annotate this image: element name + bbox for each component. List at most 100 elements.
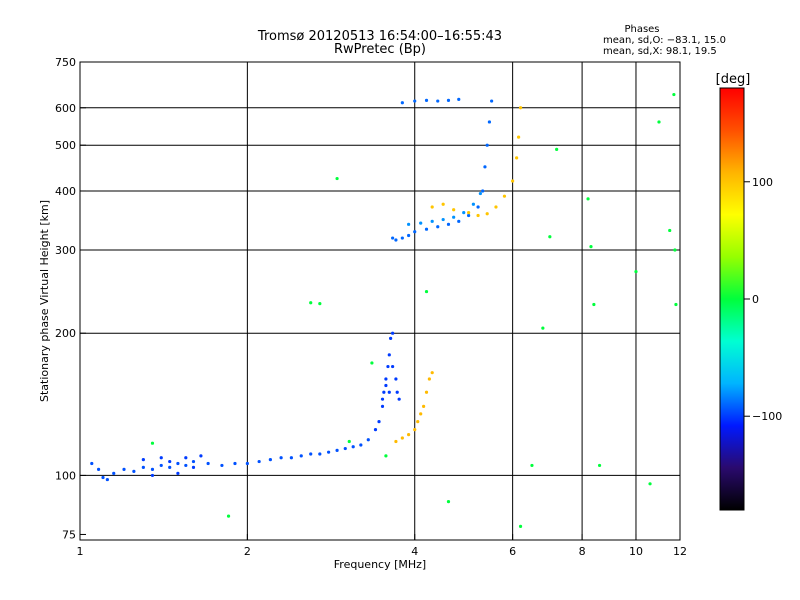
y-tick-label: 75 [62, 528, 76, 541]
x-axis-label: Frequency [MHz] [334, 558, 426, 571]
data-point [233, 461, 237, 466]
data-point [150, 441, 155, 445]
y-tick-label: 100 [55, 469, 76, 482]
data-point [122, 467, 126, 471]
data-point [141, 458, 145, 462]
data-point [184, 463, 188, 468]
x-tick-label: 12 [673, 545, 687, 558]
data-point [351, 445, 355, 449]
data-point [446, 98, 451, 102]
y-axis-label: Stationary phase Virtual Height [km] [38, 200, 51, 402]
y-tick-label: 400 [55, 185, 76, 198]
x-tick-label: 4 [411, 545, 418, 558]
data-point [483, 165, 487, 169]
phases-heading: Phases [624, 24, 659, 35]
data-point [327, 450, 331, 454]
data-point [430, 205, 434, 209]
data-point [384, 377, 388, 381]
data-point [541, 326, 545, 330]
x-tick-label: 1 [77, 545, 84, 558]
data-point [481, 189, 485, 193]
data-point [446, 500, 451, 504]
y-tick-label: 300 [55, 244, 76, 257]
data-point [373, 428, 378, 432]
data-point [457, 219, 461, 223]
data-point [467, 213, 471, 218]
data-point [168, 459, 172, 464]
colorbar-title: [deg] [716, 72, 751, 87]
data-point [502, 194, 507, 198]
data-point [366, 438, 370, 442]
colorbar [719, 87, 745, 511]
data-point [441, 202, 445, 206]
data-point [382, 390, 386, 394]
data-point [96, 467, 101, 471]
data-point [511, 179, 515, 183]
data-point [548, 235, 552, 239]
data-point [391, 331, 395, 335]
data-point [391, 364, 395, 369]
data-point [359, 443, 363, 447]
y-tick-label: 750 [55, 56, 76, 69]
data-point [471, 202, 475, 206]
data-point [105, 477, 109, 482]
data-point [476, 213, 480, 218]
data-point [112, 471, 116, 475]
data-point [516, 135, 521, 139]
data-point [347, 439, 351, 444]
data-point [424, 289, 429, 294]
data-point [184, 456, 188, 460]
data-point [387, 390, 391, 394]
data-point [487, 120, 492, 124]
data-point [589, 245, 593, 249]
data-point [586, 197, 590, 201]
data-point [467, 210, 471, 215]
chart-title: Tromsø 20120513 16:54:00–16:55:43 [257, 29, 502, 44]
data-point [394, 439, 398, 444]
data-point [150, 467, 155, 471]
x-tick-label: 8 [579, 545, 586, 558]
data-point [168, 465, 172, 469]
data-point [494, 205, 498, 209]
colorbar-tick-label: −100 [752, 410, 782, 423]
y-tick-label: 200 [55, 327, 76, 340]
data-point [485, 143, 489, 147]
data-point [648, 482, 652, 486]
data-points [90, 92, 678, 529]
data-point [150, 473, 155, 478]
data-point [427, 377, 431, 381]
data-point [419, 412, 423, 416]
data-point [387, 353, 391, 357]
data-point [424, 390, 429, 394]
data-point [159, 463, 163, 468]
data-point [462, 210, 466, 215]
data-point [518, 524, 523, 529]
data-point [478, 191, 482, 196]
data-point [485, 212, 489, 216]
y-tick-label: 500 [55, 139, 76, 152]
data-point [335, 176, 339, 181]
data-point [407, 222, 411, 226]
data-point [515, 156, 519, 160]
data-point [176, 461, 180, 466]
data-point [634, 270, 638, 274]
data-point [220, 463, 224, 468]
data-point [400, 236, 404, 240]
data-point [413, 230, 417, 234]
data-point [199, 454, 203, 458]
data-point [424, 98, 429, 102]
data-point [668, 228, 672, 233]
data-point [257, 459, 261, 464]
data-point [400, 101, 404, 105]
data-point [436, 225, 440, 229]
data-point [318, 302, 322, 306]
data-point [395, 390, 399, 394]
data-point [206, 461, 210, 466]
data-point [597, 463, 602, 468]
x-tick-label: 10 [629, 545, 643, 558]
data-point [226, 514, 231, 518]
data-point [397, 397, 401, 401]
data-point [318, 452, 322, 456]
